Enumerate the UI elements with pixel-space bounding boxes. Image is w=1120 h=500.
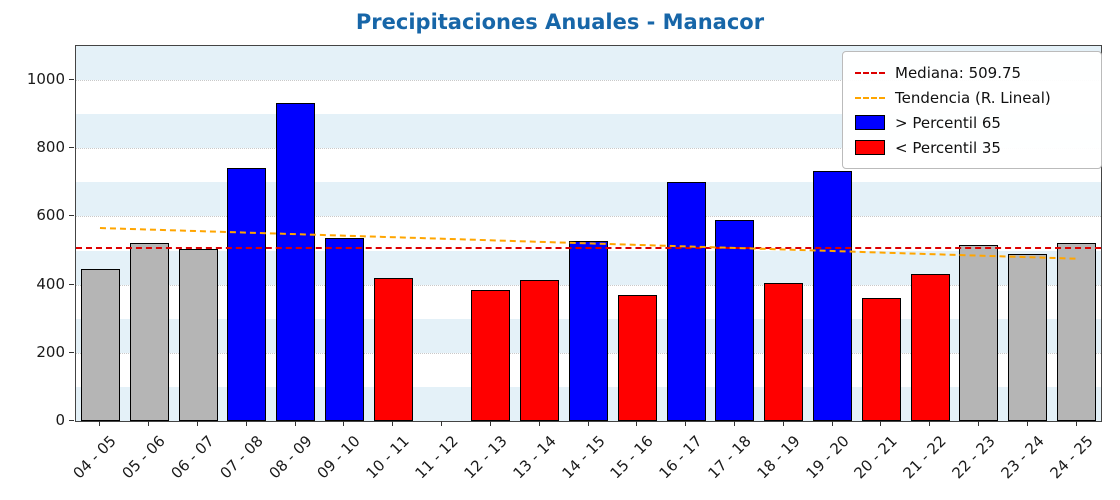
bar-09-10: [324, 237, 364, 421]
x-tick-label: 15 - 16: [606, 432, 658, 483]
red-bar-swatch: [855, 140, 885, 155]
bar-10-11: [373, 277, 413, 421]
bar-16-17: [666, 182, 706, 421]
y-gridline: [76, 216, 1101, 218]
x-tick-mark: [99, 421, 101, 426]
trend-line-swatch: [855, 96, 885, 99]
median-line-swatch: [855, 71, 885, 74]
legend: Mediana: 509.75 Tendencia (R. Lineal) > …: [842, 51, 1102, 169]
x-tick-label: 07 - 08: [216, 432, 267, 483]
bar-04-05: [80, 269, 120, 421]
median-line: [76, 247, 1101, 250]
y-tick-label: 1000: [26, 70, 65, 89]
legend-item-p35: < Percentil 35: [855, 135, 1089, 160]
x-tick-mark: [1075, 421, 1077, 426]
y-tick-mark: [69, 79, 74, 81]
legend-item-p65: > Percentil 65: [855, 110, 1089, 135]
x-tick-mark: [538, 421, 540, 426]
y-gridline: [76, 80, 1101, 82]
x-tick-mark: [587, 421, 589, 426]
x-tick-mark: [489, 421, 491, 426]
x-tick-mark: [685, 421, 687, 426]
x-tick-mark: [245, 421, 247, 426]
bar-15-16: [617, 294, 657, 421]
x-tick-label: 17 - 18: [704, 432, 755, 483]
x-tick-label: 19 - 20: [801, 432, 853, 483]
y-tick-mark: [69, 283, 74, 285]
bar-20-21: [861, 298, 901, 421]
x-tick-label: 24 - 25: [1046, 432, 1097, 483]
bar-05-06: [129, 243, 169, 421]
bar-18-19: [764, 282, 804, 421]
x-tick-mark: [929, 421, 931, 426]
x-tick-mark: [294, 421, 296, 426]
y-tick-mark: [69, 351, 74, 353]
bar-14-15: [569, 241, 608, 421]
x-tick-mark: [1026, 421, 1028, 426]
bar-19-20: [813, 171, 853, 421]
x-tick-mark: [880, 421, 882, 426]
legend-label-p65: > Percentil 65: [895, 113, 1001, 132]
x-tick-label: 11 - 12: [411, 432, 462, 483]
bar-24-25: [1057, 243, 1097, 421]
x-tick-label: 04 - 05: [69, 432, 121, 483]
x-tick-mark: [197, 421, 199, 426]
bar-13-14: [520, 280, 560, 421]
legend-label-p35: < Percentil 35: [895, 138, 1001, 157]
x-tick-label: 21 - 22: [899, 432, 950, 483]
bar-17-18: [715, 219, 755, 421]
x-tick-label: 09 - 10: [313, 432, 365, 483]
bar-22-23: [959, 245, 999, 421]
legend-item-trend: Tendencia (R. Lineal): [855, 85, 1089, 110]
bar-12-13: [471, 289, 511, 421]
x-tick-label: 23 - 24: [997, 432, 1048, 483]
x-tick-mark: [977, 421, 979, 426]
y-tick-label: 600: [36, 206, 65, 225]
x-tick-label: 22 - 23: [948, 432, 999, 483]
x-tick-label: 13 - 14: [509, 432, 560, 483]
x-tick-label: 18 - 19: [753, 432, 804, 483]
bar-07-08: [227, 168, 267, 421]
x-tick-label: 14 - 15: [557, 432, 609, 483]
x-tick-mark: [733, 421, 735, 426]
y-tick-mark: [69, 420, 74, 421]
x-tick-label: 05 - 06: [118, 432, 169, 483]
bar-08-09: [276, 103, 316, 421]
legend-label-median: Mediana: 509.75: [895, 63, 1022, 82]
chart-title: Precipitaciones Anuales - Manacor: [355, 10, 765, 34]
y-tick-label: 800: [36, 138, 65, 157]
x-tick-mark: [148, 421, 150, 426]
x-tick-mark: [636, 421, 638, 426]
x-tick-mark: [831, 421, 833, 426]
y-tick-mark: [69, 215, 74, 217]
x-tick-mark: [782, 421, 784, 426]
x-tick-mark: [343, 421, 345, 426]
legend-item-median: Mediana: 509.75: [855, 60, 1089, 85]
legend-label-trend: Tendencia (R. Lineal): [895, 88, 1051, 107]
y-tick-label: 0: [55, 411, 65, 429]
y-tick-label: 400: [36, 274, 65, 293]
x-tick-label: 16 - 17: [655, 432, 706, 483]
bar-06-07: [178, 248, 218, 421]
x-tick-mark: [441, 421, 443, 426]
y-tick-mark: [69, 147, 74, 149]
x-tick-label: 08 - 09: [265, 432, 316, 483]
y-gridline: [76, 148, 1101, 150]
x-tick-mark: [392, 421, 394, 426]
bar-23-24: [1008, 253, 1048, 421]
x-tick-label: 20 - 21: [850, 432, 902, 483]
bar-21-22: [910, 274, 950, 421]
x-tick-label: 12 - 13: [460, 432, 511, 483]
x-tick-label: 06 - 07: [167, 432, 218, 483]
blue-bar-swatch: [855, 115, 885, 130]
x-tick-label: 10 - 11: [362, 432, 413, 483]
y-tick-label: 200: [36, 342, 65, 361]
